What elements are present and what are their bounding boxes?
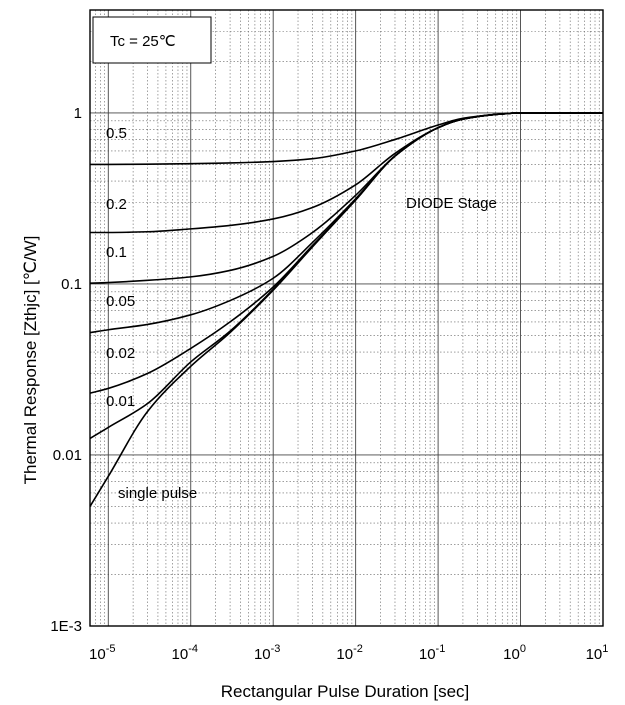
x-tick-labels: 10-5 10-4 10-3 10-2 10-1 100 101	[89, 643, 608, 663]
curve-0-05	[89, 112, 603, 334]
x-tick-label: 10-2	[336, 643, 362, 663]
curve-label: single pulse	[118, 485, 197, 502]
x-tick-label: 10-4	[172, 643, 198, 663]
curve-label: 0.2	[106, 196, 127, 213]
y-axis-title: Thermal Response [Zthjc] [℃/W]	[21, 236, 40, 485]
curve-label: 0.5	[106, 125, 127, 142]
curve-0-02	[89, 112, 603, 394]
y-tick-label: 0.1	[61, 276, 82, 293]
y-tick-label: 0.01	[53, 447, 82, 464]
curve-label: 0.02	[106, 345, 135, 362]
minor-grid	[89, 9, 603, 626]
curve-0-2	[90, 112, 603, 234]
curve-label: 0.01	[106, 393, 135, 410]
y-tick-label: 1E-3	[50, 618, 82, 635]
y-tick-labels: 1E-3 0.01 0.1 1	[50, 105, 82, 635]
plot-frame	[89, 9, 604, 627]
curve-0-1	[89, 112, 603, 285]
curve-labels: single pulse 0.01 0.02 0.05 0.1 0.2 0.5	[106, 125, 197, 502]
curve-label: 0.1	[106, 244, 127, 261]
x-tick-label: 10-3	[254, 643, 280, 663]
major-grid	[90, 10, 604, 627]
condition-box	[92, 16, 212, 64]
curve-label: 0.05	[106, 293, 135, 310]
x-tick-label: 10-1	[419, 643, 445, 663]
x-tick-label: 101	[586, 643, 609, 663]
curves	[89, 112, 603, 507]
x-axis-title: Rectangular Pulse Duration [sec]	[221, 682, 470, 701]
curve-0-5	[89, 112, 603, 166]
x-tick-label: 100	[503, 643, 526, 663]
stage-label: DIODE Stage	[406, 195, 497, 212]
curve-single-pulse	[89, 112, 603, 507]
condition-label: Tc = 25℃	[110, 33, 176, 50]
x-tick-label: 10-5	[89, 643, 115, 663]
y-tick-label: 1	[74, 105, 82, 122]
